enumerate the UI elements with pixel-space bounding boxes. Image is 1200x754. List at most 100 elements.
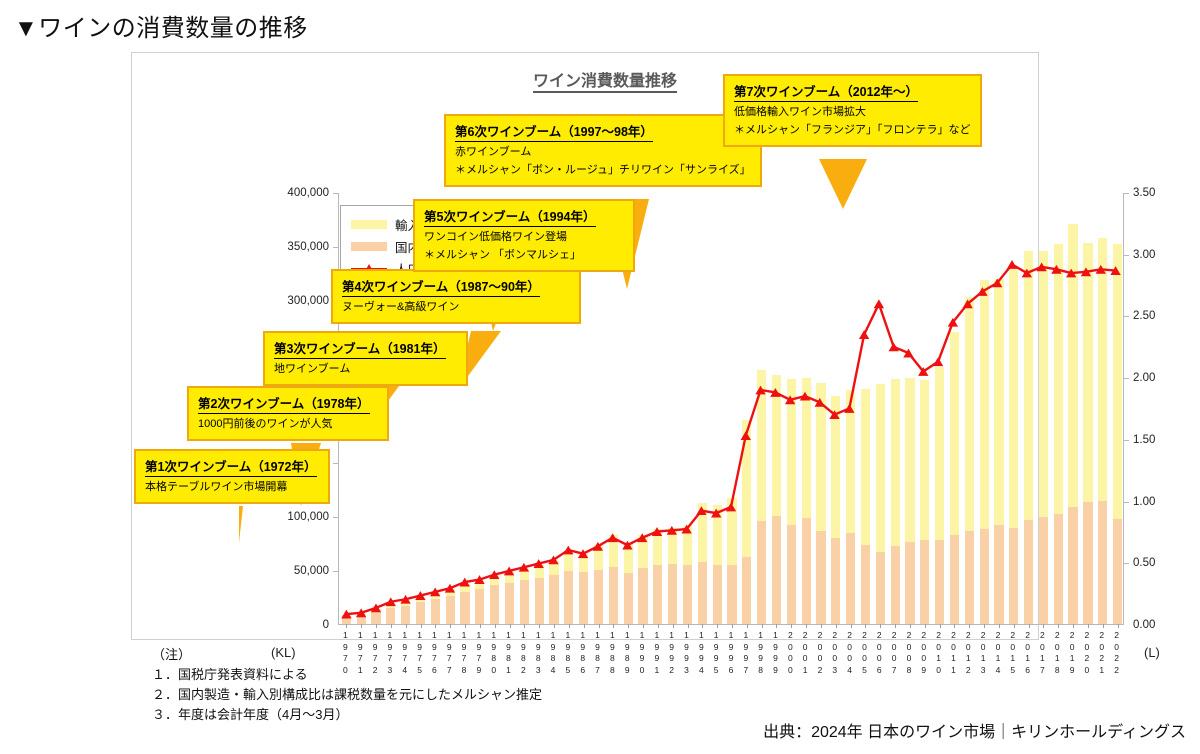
callout-subtitle: 低価格輸入ワイン市場拡大: [734, 106, 866, 118]
chart-figure: ワイン消費数量推移 050,000100,000150,000200,00025…: [131, 52, 1160, 675]
callout-subtitle: ＊メルシャン「ボン・ルージュ」チリワイン「サンライズ」: [455, 164, 751, 176]
bar-segment-import: [875, 384, 885, 552]
y-tick-label-right: 2.00: [1133, 372, 1156, 385]
bar-segment-import: [445, 589, 455, 596]
line-marker: [844, 404, 855, 413]
x-tick: [702, 624, 704, 628]
line-marker: [651, 527, 663, 536]
x-tick: [554, 624, 556, 628]
x-tick: [1102, 624, 1104, 628]
callout-subtitle: ヌーヴォー&高級ワイン: [342, 301, 460, 313]
footnotes: （注） １．国税庁発表資料による ２．国内製造・輸入別構成比は課税数量を元にした…: [152, 645, 542, 725]
line-marker: [503, 566, 515, 576]
y-tick-label-left: 0: [322, 619, 329, 631]
x-tick: [405, 624, 407, 628]
bar-column: [564, 193, 574, 624]
callout-pointer: [819, 159, 867, 209]
bar-segment-import: [920, 379, 930, 540]
bar-segment-domestic: [1009, 527, 1019, 624]
callout-boom4: 第4次ワインブーム（1987〜90年） ヌーヴォー&高級ワイン: [331, 269, 581, 324]
bar-column: [905, 193, 915, 624]
bar-series-group: [339, 193, 1123, 628]
bar-segment-domestic: [1112, 519, 1123, 624]
bar-column: [1038, 193, 1049, 624]
bar-segment-domestic: [846, 533, 856, 624]
y-tick-left: [333, 193, 339, 194]
line-marker: [400, 594, 411, 604]
bar-segment-domestic: [712, 564, 722, 624]
bar-segment-import: [608, 535, 618, 567]
bar-segment-domestic: [386, 607, 396, 624]
bar-column: [504, 193, 515, 624]
bar-segment-import: [979, 279, 989, 529]
x-tick: [643, 624, 645, 628]
line-marker: [903, 348, 914, 358]
bar-segment-domestic: [964, 531, 974, 624]
bar-column: [979, 193, 989, 624]
x-tick: [909, 624, 911, 628]
x-tick: [494, 624, 496, 628]
line-marker: [518, 562, 530, 572]
page-title: ▼ワインの消費数量の推移: [14, 15, 308, 42]
x-tick: [954, 624, 956, 628]
x-tick: [1028, 624, 1030, 628]
bar-segment-import: [668, 527, 678, 564]
line-marker: [681, 524, 692, 534]
line-marker: [548, 555, 559, 565]
source-credit: 出典：2024年 日本のワイン市場｜キリンホールディングス: [763, 724, 1186, 741]
bar-segment-domestic: [668, 563, 678, 624]
chart-title: ワイン消費数量推移: [132, 67, 1038, 93]
line-marker: [696, 506, 707, 516]
bar-segment-domestic: [504, 582, 515, 624]
bar-segment-import: [964, 296, 974, 532]
bar-column: [1098, 193, 1108, 624]
line-marker: [740, 431, 751, 440]
bar-segment-domestic: [757, 521, 767, 624]
line-marker: [932, 357, 944, 367]
y-tick-right: [1123, 501, 1129, 503]
bar-segment-domestic: [875, 551, 885, 624]
bar-segment-import: [697, 503, 707, 563]
bar-segment-import: [415, 598, 426, 603]
line-marker: [770, 388, 781, 397]
bar-segment-import: [1083, 242, 1093, 502]
line-marker: [799, 391, 811, 401]
callout-subtitle: 1000円前後のワインが人気: [198, 418, 333, 430]
x-tick: [539, 624, 541, 628]
bar-segment-domestic: [771, 516, 782, 624]
bar-segment-import: [593, 545, 604, 570]
x-tick: [450, 624, 452, 628]
callout-boom1: 第1次ワインブーム（1972年） 本格テーブルワイン市場開幕: [134, 449, 330, 504]
y-tick-label-left: 400,000: [287, 187, 329, 199]
footnote-header: （注）: [152, 647, 192, 662]
bar-segment-domestic: [994, 524, 1004, 624]
bar-segment-domestic: [697, 562, 707, 624]
bar-segment-domestic: [490, 585, 500, 624]
right-axis-unit: (L): [1144, 645, 1160, 660]
line-marker: [429, 587, 441, 597]
bar-column: [549, 193, 559, 624]
bar-segment-domestic: [742, 557, 752, 624]
line-marker: [858, 330, 870, 339]
y-tick-label-right: 1.50: [1133, 433, 1156, 446]
bar-column: [935, 193, 945, 624]
bar-column: [757, 193, 767, 624]
callout-subtitle: 地ワインブーム: [274, 363, 351, 375]
bar-column: [682, 193, 693, 624]
callout-title: 第6次ワインブーム（1997〜98年）: [455, 121, 653, 142]
bar-segment-import: [490, 575, 500, 586]
x-tick: [687, 624, 689, 628]
line-marker: [829, 410, 840, 420]
